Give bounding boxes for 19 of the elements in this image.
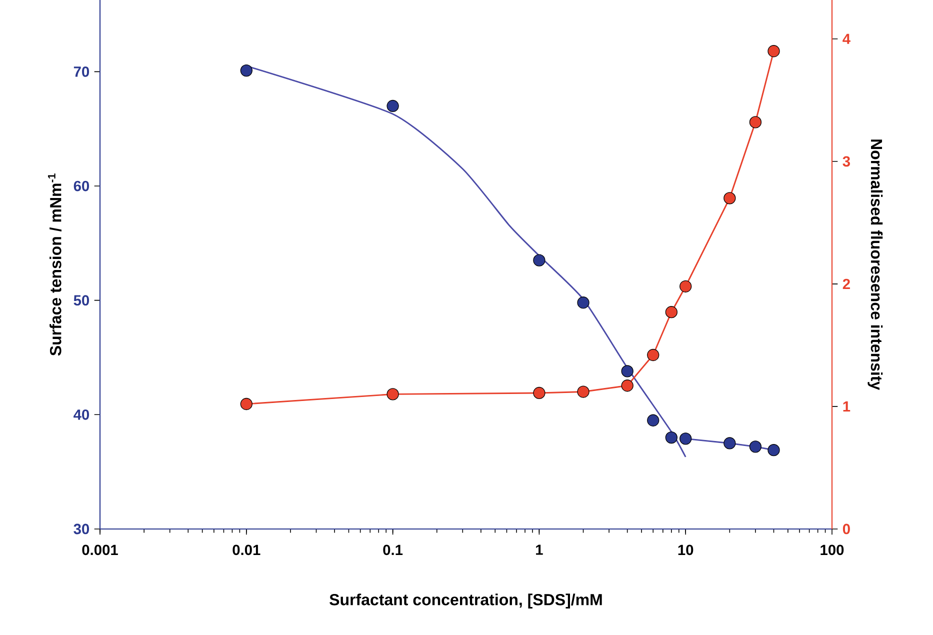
y2-tick-label: 2 [842,278,850,290]
y2-tick-label: 1 [843,401,850,412]
x-tick-label: 0.01 [232,544,260,556]
y2-tick-label: 3 [842,156,850,167]
y2-axis-title: Normalised fluoresence intensity [868,140,883,390]
y2-tick-label: 4 [842,34,850,44]
y-tick-label: 70 [74,66,90,77]
x-tick-label: 0.001 [82,544,118,556]
x-axis-title: Surfactant concentration, [SDS]/mM [330,594,602,609]
x-tick-label: 100 [820,544,844,556]
x-tick-label: 0.1 [383,544,403,556]
y2-tick-label: 0 [842,524,850,534]
y-axis-title: Surface tension / mNm$^{-1}$ [48,174,62,356]
y-tick-label: 40 [74,409,90,420]
x-tick-label: 10 [678,544,694,556]
y-tick-label: 60 [74,180,90,192]
y-tick-label: 50 [74,295,90,306]
y-tick-label: 30 [74,524,90,534]
x-tick-label: 1 [536,544,543,555]
